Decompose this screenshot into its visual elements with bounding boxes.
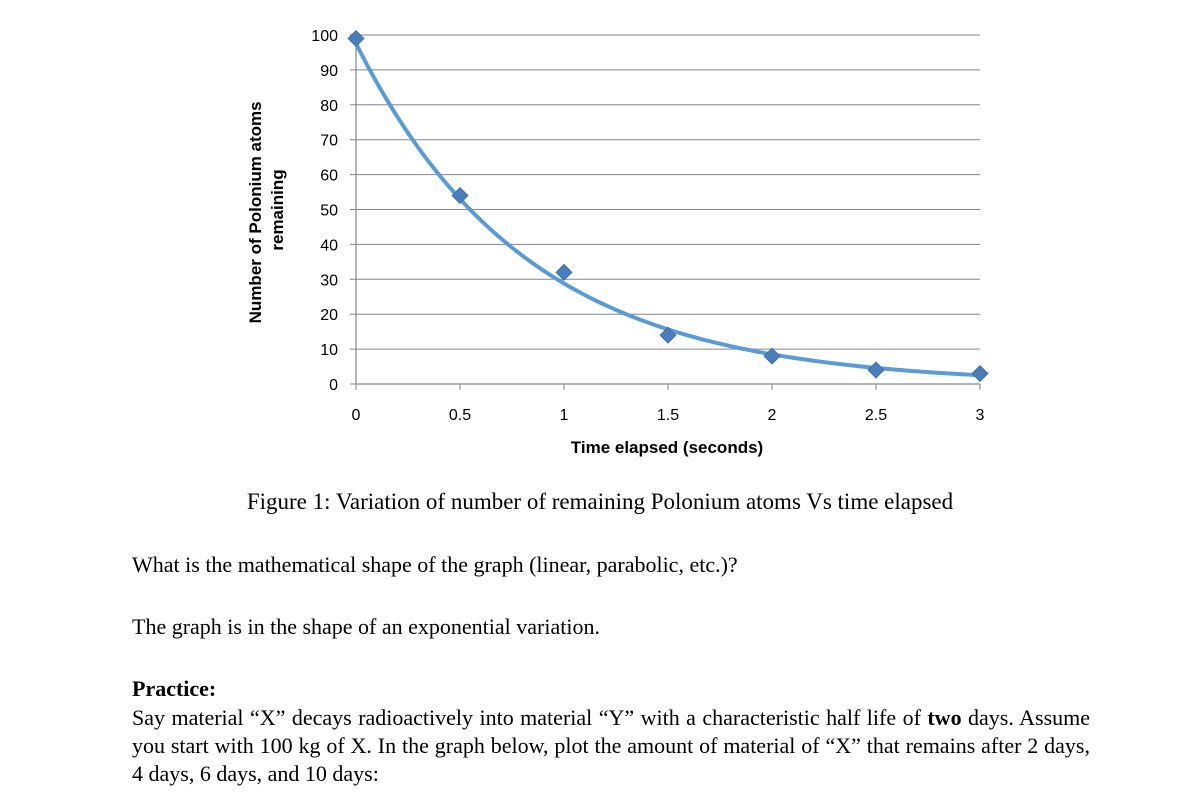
y-tick-label: 50 <box>320 203 338 220</box>
x-tick-label: 0 <box>352 407 361 424</box>
practice-heading: Practice: <box>132 676 217 701</box>
practice-text-part-2: days. Assume you start with 100 kg of X.… <box>132 705 1091 786</box>
data-point-marker <box>451 186 469 205</box>
y-tick-label: 20 <box>320 307 338 324</box>
x-axis-title: Time elapsed (seconds) <box>571 438 763 457</box>
x-tick-label: 2.5 <box>865 407 887 424</box>
practice-paragraph: Say material “X” decays radioactively in… <box>132 704 1090 788</box>
y-tick-label: 0 <box>329 377 338 394</box>
data-point-marker <box>971 364 989 383</box>
x-tick-label: 3 <box>976 407 985 424</box>
data-point-marker <box>555 263 573 281</box>
practice-emphasis: two <box>927 705 962 730</box>
x-tick-label: 1.5 <box>657 407 679 424</box>
data-point-marker <box>867 361 885 379</box>
y-tick-label: 70 <box>320 133 338 150</box>
data-point-marker <box>347 29 365 48</box>
x-tick-labels: 0 0.5 1 1.5 2 2.5 3 <box>352 407 985 424</box>
y-tick-label: 10 <box>320 342 338 359</box>
decay-chart: 0 10 20 30 40 50 60 70 80 90 100 0 0.5 1 1.5 2 2.5 3 Tim… <box>246 28 989 457</box>
data-points <box>347 29 989 383</box>
data-point-marker <box>659 326 677 344</box>
question-text: What is the mathematical shape of the gr… <box>132 552 738 577</box>
practice-text-part-1: Say material “X” decays radioactively in… <box>132 705 928 730</box>
y-tick-labels: 0 10 20 30 40 50 60 70 80 90 100 <box>311 28 338 394</box>
y-tick-label: 100 <box>311 28 338 45</box>
y-tick-label: 30 <box>320 272 338 289</box>
y-tick-label: 40 <box>320 237 338 254</box>
y-tick-label: 60 <box>320 168 338 185</box>
y-axis-title-line-2: remaining <box>268 169 287 250</box>
y-axis-title: Number of Polonium atoms remaining <box>246 97 287 324</box>
chart-axes <box>350 34 981 390</box>
x-tick-label: 2 <box>768 407 777 424</box>
y-tick-label: 80 <box>320 98 338 115</box>
figure-caption: Figure 1: Variation of number of remaini… <box>246 489 954 514</box>
answer-text: The graph is in the shape of an exponent… <box>132 614 600 639</box>
chart-gridlines <box>356 34 980 350</box>
x-tick-label: 0.5 <box>449 407 471 424</box>
y-axis-title-line-1: Number of Polonium atoms <box>246 101 265 323</box>
x-tick-label: 1 <box>560 407 569 424</box>
y-tick-label: 90 <box>320 63 338 80</box>
data-point-marker <box>763 347 781 365</box>
